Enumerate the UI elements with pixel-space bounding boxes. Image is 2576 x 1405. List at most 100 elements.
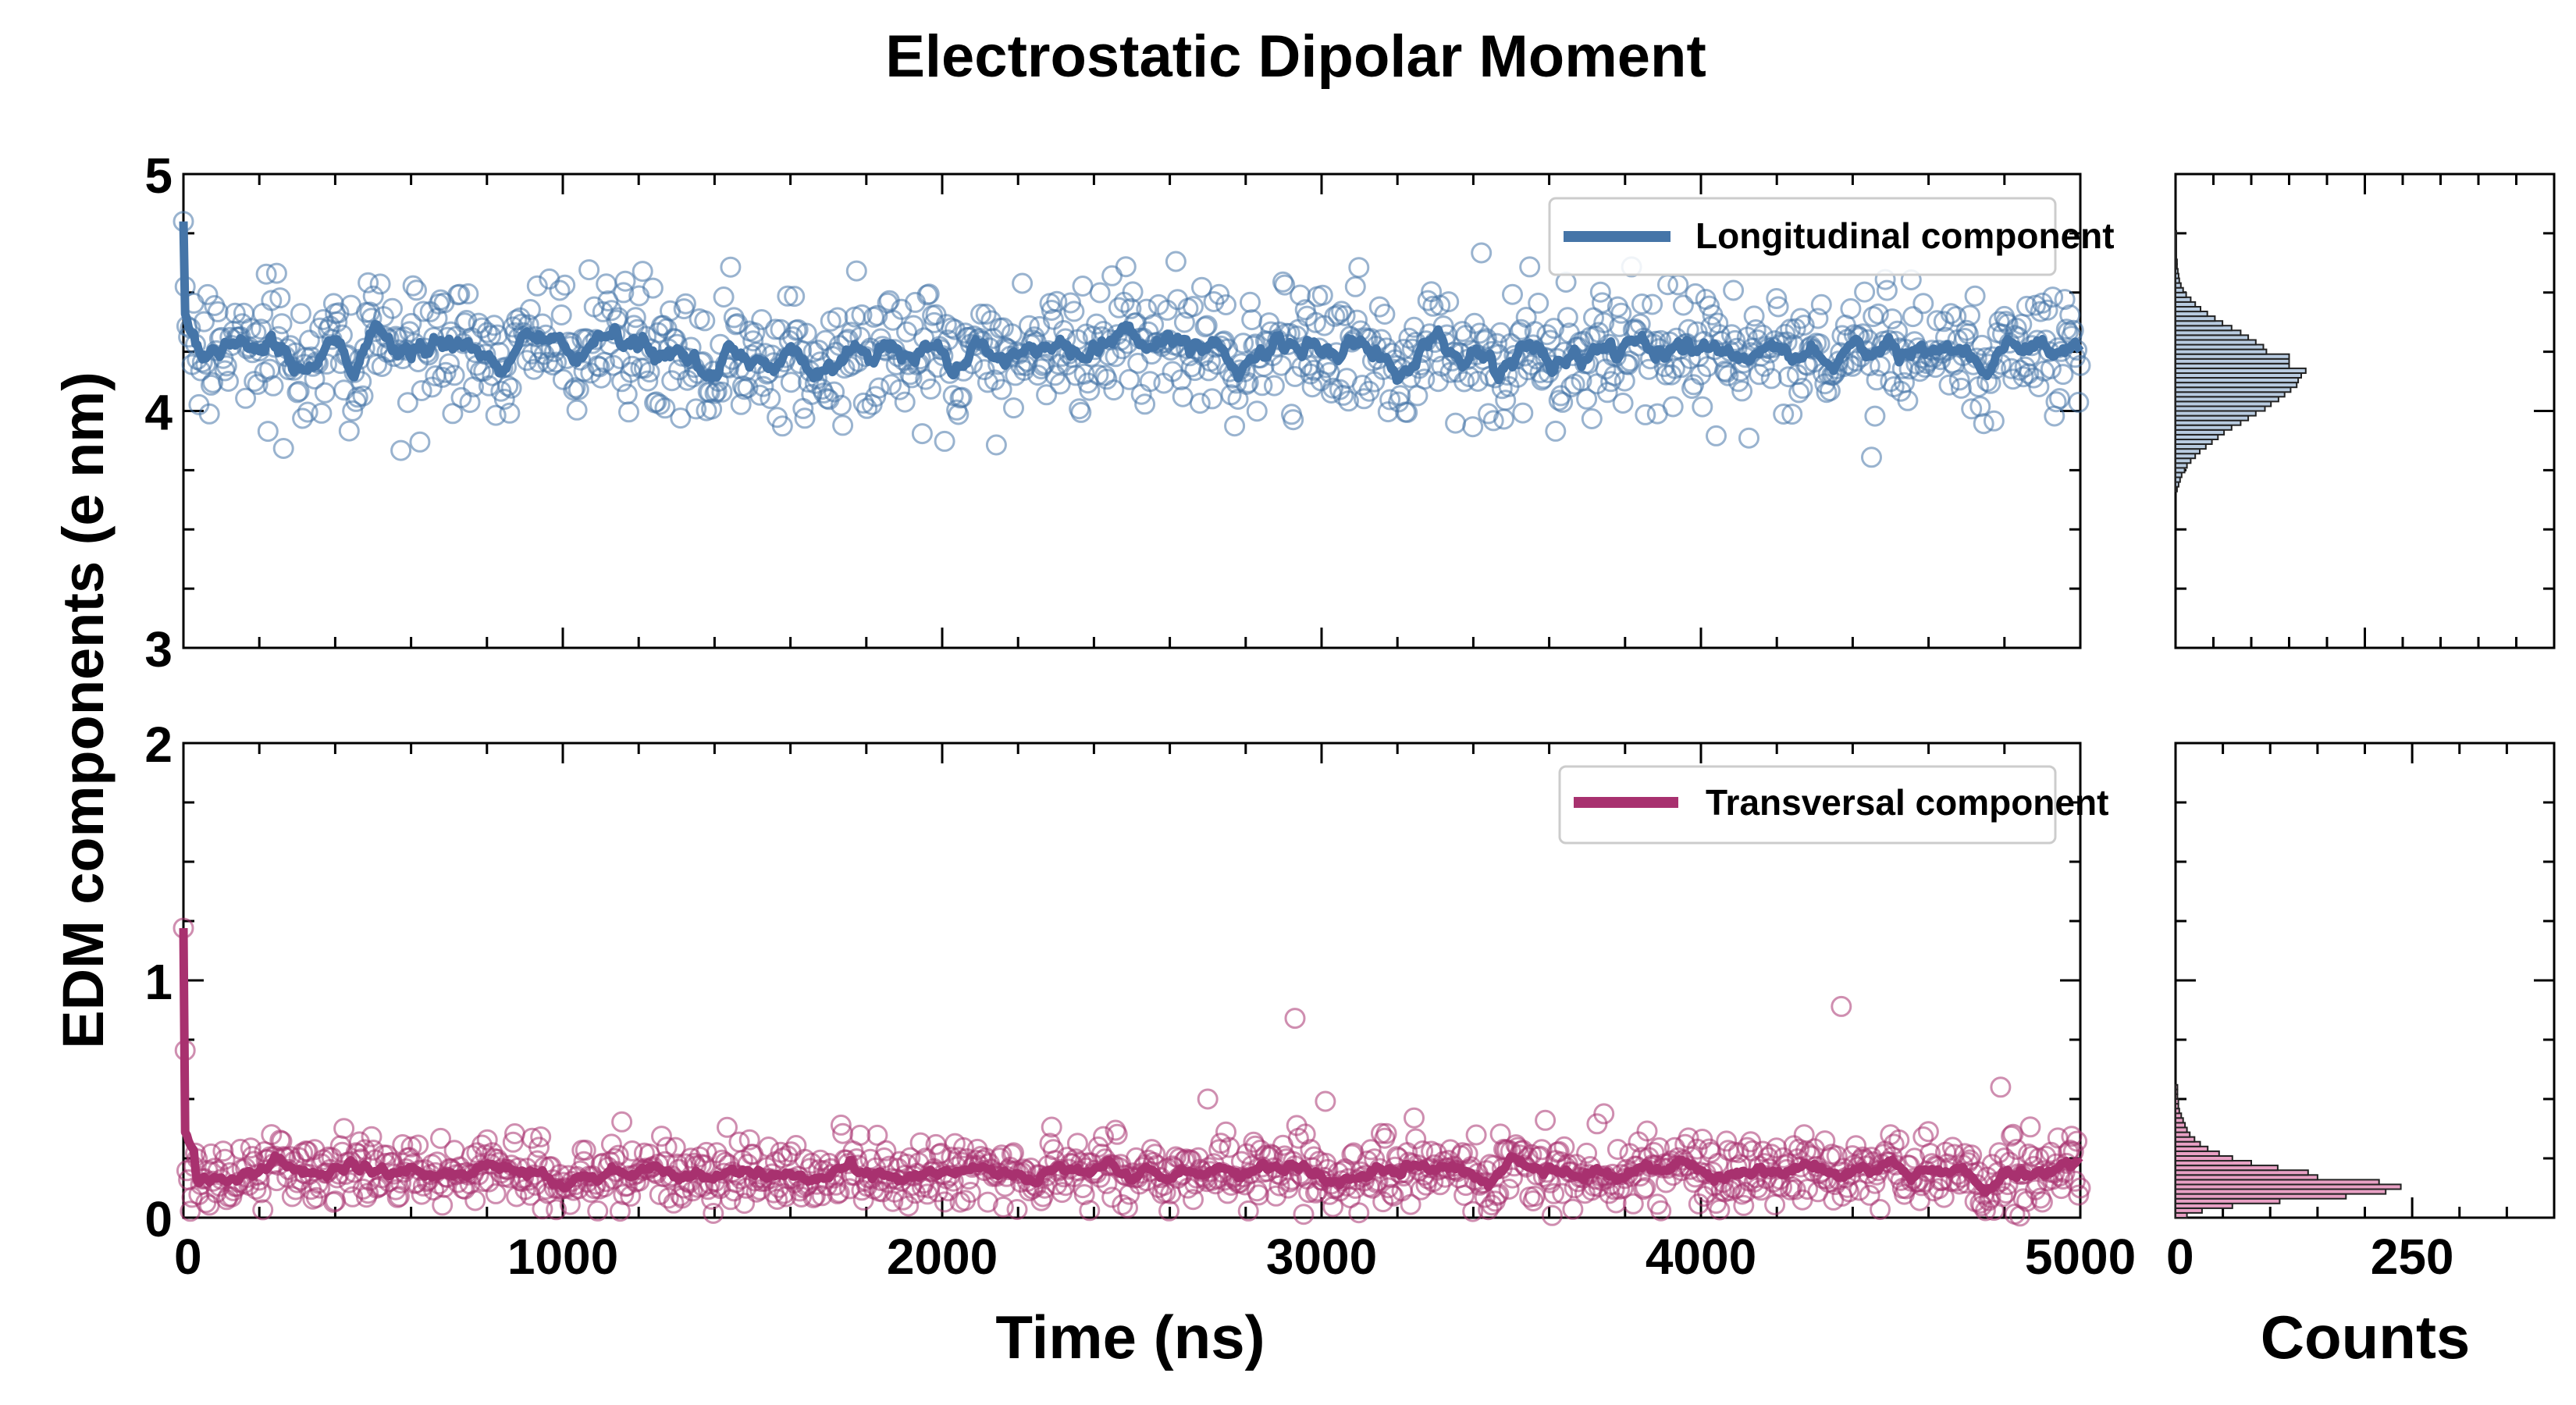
data-point	[1541, 1204, 1563, 1226]
data-point	[704, 382, 726, 404]
data-point	[326, 311, 348, 333]
data-point	[235, 387, 257, 409]
data-point	[1233, 333, 1254, 354]
data-point	[1457, 1143, 1478, 1165]
data-point	[1417, 290, 1439, 311]
data-point	[1781, 1176, 1803, 1198]
data-point	[2069, 354, 2091, 376]
data-point	[654, 397, 676, 419]
data-point	[1840, 298, 1862, 319]
data-point	[1344, 276, 1366, 297]
data-point	[661, 370, 683, 392]
data-point	[314, 382, 336, 404]
data-point	[261, 290, 283, 311]
data-point	[432, 366, 454, 388]
tick-group: 0 1000 2000 3000 4000 5000 0 1 2	[144, 717, 2136, 1285]
data-point	[1990, 1076, 2012, 1098]
data-point	[476, 1129, 498, 1151]
data-point	[1743, 305, 1765, 327]
data-point	[407, 1134, 429, 1156]
data-point	[550, 304, 572, 325]
data-point	[1902, 306, 1923, 328]
data-point	[1348, 1202, 1370, 1224]
data-point	[1196, 315, 1218, 336]
data-point	[1127, 352, 1149, 374]
data-point	[727, 313, 749, 335]
data-point	[218, 371, 239, 392]
data-point	[813, 382, 834, 404]
data-point	[639, 361, 660, 383]
data-point	[1173, 311, 1195, 333]
data-point	[1897, 389, 1919, 411]
data-point	[1612, 393, 1634, 414]
data-point	[350, 371, 372, 393]
data-point	[338, 1172, 360, 1193]
data-point	[1303, 359, 1325, 381]
data-point	[909, 1132, 931, 1154]
data-point	[1622, 1193, 1644, 1215]
data-point	[1777, 366, 1799, 388]
data-point	[866, 304, 888, 326]
data-point	[656, 1136, 678, 1158]
data-point	[449, 283, 471, 305]
x-tick-label: 250	[2371, 1229, 2454, 1285]
data-point	[1120, 297, 1142, 319]
data-point	[255, 263, 277, 285]
data-point	[1046, 290, 1068, 312]
data-point	[1183, 296, 1204, 318]
data-point	[1294, 1123, 1316, 1145]
data-point	[1381, 1183, 1403, 1205]
data-point	[651, 1126, 672, 1147]
x-tick-label: 0	[2166, 1229, 2194, 1285]
data-point	[1562, 1198, 1584, 1220]
data-point	[633, 357, 655, 379]
data-point	[1065, 365, 1087, 386]
data-point	[362, 1140, 384, 1161]
data-point	[1066, 1133, 1088, 1154]
data-point	[1298, 1182, 1320, 1204]
data-point	[1347, 309, 1368, 331]
data-point	[1445, 412, 1467, 434]
data-point	[951, 386, 973, 408]
running-mean	[179, 928, 2083, 1197]
data-point	[485, 1183, 507, 1204]
data-point	[1576, 1142, 1598, 1164]
data-point	[1636, 1120, 1658, 1142]
data-point	[1183, 1189, 1204, 1211]
data-point	[1912, 293, 1934, 315]
data-point	[1764, 1194, 1786, 1215]
data-point	[2001, 1125, 2023, 1147]
data-point	[1405, 1128, 1427, 1150]
data-point	[1859, 1184, 1880, 1206]
data-point	[1224, 415, 1246, 437]
data-point	[1398, 327, 1420, 349]
data-point	[1752, 1140, 1774, 1162]
data-point	[794, 407, 816, 429]
data-point	[1992, 1186, 2013, 1208]
legend: Transversal component	[1558, 765, 2108, 845]
data-point	[1686, 1138, 1708, 1160]
data-point	[1502, 1167, 1523, 1189]
data-point	[1685, 283, 1706, 304]
longitudinal-panel: 3 4 5 Longitudinal component	[144, 148, 2114, 678]
data-point	[1760, 368, 1782, 389]
data-point	[578, 259, 600, 281]
data-point	[1531, 369, 1553, 391]
data-point	[1201, 388, 1223, 410]
data-point	[1552, 1183, 1574, 1204]
data-point	[2061, 1126, 2083, 1147]
data-point	[1360, 1139, 1382, 1161]
data-point	[265, 262, 287, 284]
data-point	[399, 321, 421, 343]
data-point	[734, 1193, 756, 1215]
data-point	[1793, 315, 1815, 336]
data-point	[1502, 283, 1523, 305]
data-point	[1315, 357, 1337, 379]
data-point	[2068, 391, 2090, 413]
data-point	[1528, 292, 1550, 314]
data-point	[1699, 295, 1720, 317]
longitudinal-histogram	[2174, 173, 2556, 649]
data-point	[480, 325, 502, 347]
data-point	[392, 1134, 414, 1155]
data-point	[613, 282, 635, 304]
